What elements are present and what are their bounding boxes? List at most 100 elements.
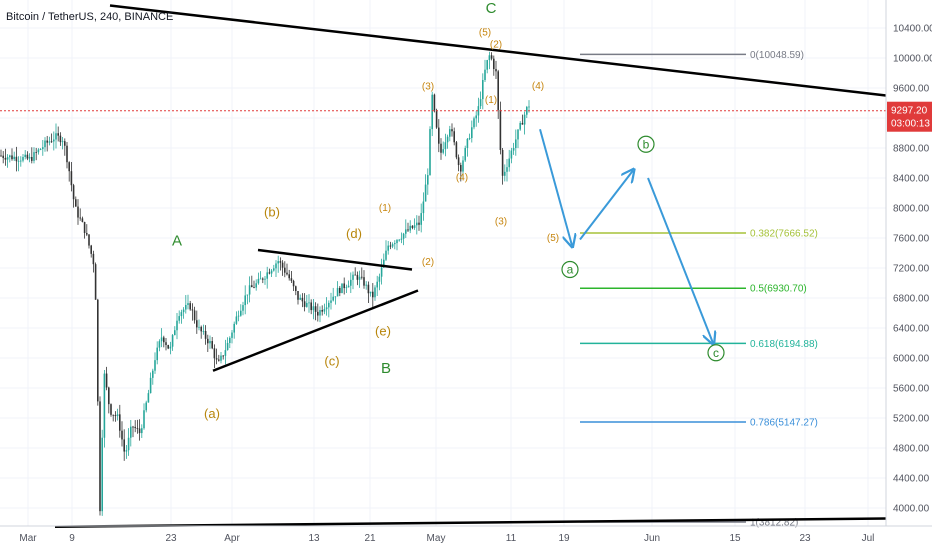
- wave-label-minor: (c): [324, 354, 339, 369]
- x-tick-label: 21: [364, 533, 376, 544]
- candle-body: [385, 250, 387, 260]
- candle-body: [224, 350, 227, 356]
- candle-body: [389, 245, 392, 247]
- candle-body: [367, 284, 370, 294]
- wave-label-minor: (b): [264, 204, 280, 219]
- x-tick-label: Jul: [862, 533, 875, 544]
- candle-body: [321, 310, 323, 312]
- x-tick-label: 13: [308, 533, 320, 544]
- y-tick-label: 5200.00: [893, 414, 930, 425]
- candle-body: [409, 225, 411, 231]
- x-tick-label: Apr: [224, 533, 240, 544]
- candle-body: [339, 287, 341, 294]
- candle-body: [101, 437, 103, 512]
- candle-body: [312, 306, 315, 311]
- candle-body: [116, 414, 119, 417]
- candle-body: [9, 155, 11, 158]
- candle-body: [156, 347, 158, 361]
- candle-body: [275, 263, 277, 269]
- candle-body: [356, 274, 359, 280]
- candle-body: [202, 331, 205, 332]
- candle-body: [308, 302, 310, 304]
- candle-body: [119, 414, 121, 431]
- wave-label-sub: (4): [456, 172, 468, 183]
- candle-body: [264, 278, 266, 280]
- candle-body: [182, 309, 185, 313]
- candles: [0, 51, 886, 516]
- candle-body: [204, 331, 207, 339]
- candle-body: [70, 171, 73, 186]
- candle-body: [132, 426, 134, 428]
- wave-label-minor: (a): [204, 406, 220, 421]
- candle-body: [435, 110, 438, 128]
- wave-label-sub: (2): [490, 40, 502, 51]
- candle-body: [103, 373, 106, 438]
- candle-body: [288, 274, 290, 279]
- x-tick-label: May: [427, 533, 446, 544]
- candle-body: [123, 439, 125, 452]
- candle-body: [20, 160, 22, 162]
- candle-body: [149, 377, 152, 394]
- candle-body: [0, 155, 2, 157]
- y-tick-label: 6800.00: [893, 294, 930, 305]
- candle-body: [147, 393, 150, 403]
- candle-body: [442, 149, 444, 153]
- candle-body: [220, 355, 222, 361]
- candle-body: [180, 312, 183, 317]
- candle-body: [284, 267, 286, 273]
- candle-body: [154, 360, 156, 371]
- candle-body: [226, 342, 229, 351]
- wave-label-sub: (3): [422, 82, 434, 93]
- y-tick-label: 8000.00: [893, 204, 930, 215]
- candle-body: [422, 201, 425, 214]
- candle-body: [528, 106, 530, 108]
- candle-body: [301, 297, 304, 302]
- candle-body: [420, 213, 422, 225]
- grid: [0, 0, 886, 526]
- candle-body: [330, 300, 332, 303]
- candle-body: [416, 222, 418, 226]
- candle-body: [253, 287, 255, 288]
- x-tick-label: Mar: [19, 533, 37, 544]
- projection-label-circle: [637, 135, 655, 153]
- candle-body: [290, 278, 293, 281]
- candle-body: [281, 262, 284, 268]
- candle-body: [325, 307, 328, 310]
- candle-body: [490, 55, 493, 59]
- candle-body: [81, 218, 84, 222]
- candle-body: [86, 232, 88, 235]
- candle-body: [517, 129, 519, 140]
- candle-body: [387, 245, 389, 251]
- candle-body: [130, 426, 132, 438]
- candle-body: [158, 341, 161, 348]
- wave-label-sub: (1): [485, 95, 497, 106]
- candle-body: [94, 264, 97, 300]
- candle-body: [240, 310, 242, 316]
- candle-body: [6, 157, 9, 160]
- candle-body: [273, 268, 275, 271]
- candle-body: [526, 106, 528, 115]
- candle-body: [90, 245, 92, 254]
- candle-body: [112, 414, 114, 416]
- candle-body: [46, 140, 48, 143]
- wave-label-sub: (3): [495, 217, 507, 228]
- triangle-top-line: [257, 248, 413, 271]
- candle-body: [229, 337, 231, 343]
- candle-body: [262, 278, 264, 280]
- candle-body: [345, 287, 348, 289]
- candle-body: [15, 156, 18, 162]
- candle-body: [24, 154, 26, 157]
- candle-body: [497, 71, 499, 110]
- candle-body: [451, 129, 453, 132]
- candle-body: [26, 154, 29, 159]
- candle-body: [92, 253, 95, 265]
- candle-body: [468, 137, 471, 139]
- y-tick-label: 10400.00: [893, 24, 932, 35]
- candle-body: [75, 199, 77, 207]
- projection-arrow-to-c: [647, 177, 713, 343]
- candle-body: [218, 359, 220, 361]
- wave-label-sub: (4): [532, 81, 544, 92]
- candle-body: [99, 401, 101, 512]
- candle-body: [246, 294, 249, 296]
